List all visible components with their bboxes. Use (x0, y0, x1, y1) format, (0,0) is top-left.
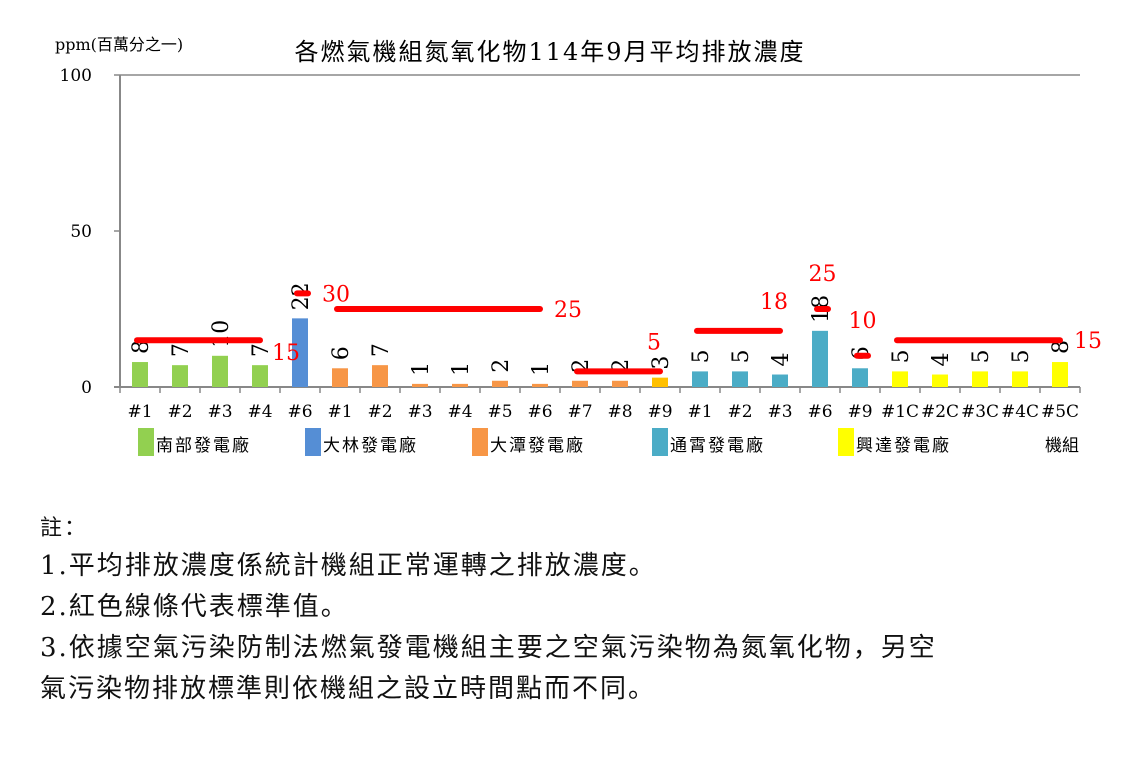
standard-value-label: 10 (849, 309, 877, 334)
x-tick-label: #3 (207, 402, 232, 422)
bar-value-label: 1 (449, 362, 474, 376)
notes-heading: 註： (40, 516, 89, 541)
y-tick-label: 100 (60, 66, 92, 86)
note-line: 2.紅色線條代表標準值。 (40, 592, 349, 622)
x-tick-label: #8 (607, 402, 632, 422)
x-tick-label: #9 (847, 402, 872, 422)
x-tick-label: #2 (167, 402, 192, 422)
bar-value-label: 2 (489, 359, 514, 373)
x-tick-label: #4 (447, 402, 472, 422)
x-tick-label: #4C (1001, 402, 1039, 422)
x-tick-label: #2 (367, 402, 392, 422)
standard-value-label: 5 (647, 330, 661, 355)
standard-value-label: 30 (322, 282, 350, 307)
x-tick-label: #1 (127, 402, 152, 422)
legend-swatch (138, 428, 154, 456)
bar (852, 368, 868, 387)
bar (212, 355, 228, 387)
legend-swatch (652, 428, 668, 456)
bar-value-label: 10 (209, 320, 234, 348)
bar-value-label: 7 (249, 343, 274, 357)
x-tick-label: #5 (487, 402, 512, 422)
x-tick-label: #2C (921, 402, 959, 422)
bar-value-label: 5 (889, 349, 914, 363)
x-tick-label: #3C (961, 402, 999, 422)
standard-value-label: 15 (272, 341, 300, 366)
bar (452, 383, 468, 387)
bar (372, 365, 388, 387)
x-tick-label: #1C (881, 402, 919, 422)
x-tick-label: #6 (807, 402, 832, 422)
y-tick-label: 50 (70, 222, 92, 242)
x-tick-label: #2 (727, 402, 752, 422)
bar (292, 318, 308, 387)
x-tick-label: #1 (327, 402, 352, 422)
bar (492, 380, 508, 387)
legend-swatch (838, 428, 854, 456)
bar (692, 371, 708, 387)
bar-value-label: 6 (329, 346, 354, 360)
standard-value-label: 18 (760, 290, 788, 315)
bar (1012, 371, 1028, 387)
bar (412, 383, 428, 387)
standard-value-label: 25 (809, 262, 837, 287)
bar-value-label: 5 (689, 349, 714, 363)
bar (892, 371, 908, 387)
nox-bar-chart: 各燃氣機組氮氧化物114年9月平均排放濃度 ppm(百萬分之一) 機組 0 50 1… (55, 35, 1102, 456)
x-tick-label: #4 (247, 402, 272, 422)
bar-value-label: 8 (129, 340, 154, 354)
bar (772, 374, 788, 387)
y-tick-label: 0 (81, 378, 92, 398)
y-axis-label: ppm(百萬分之一) (55, 35, 183, 54)
x-tick-label: #6 (527, 402, 552, 422)
bar (732, 371, 748, 387)
x-tick-label: #1 (687, 402, 712, 422)
bar-value-label: 5 (1009, 349, 1034, 363)
bar (332, 368, 348, 387)
bar-value-label: 4 (769, 353, 794, 367)
legend-label: 大潭發電廠 (490, 435, 585, 456)
legend-label: 南部發電廠 (156, 435, 251, 456)
bar (532, 383, 548, 387)
bar-value-label: 1 (409, 362, 434, 376)
bar (132, 362, 148, 387)
note-line: 氣污染物排放標準則依機組之設立時間點而不同。 (40, 674, 657, 704)
x-axis-label: 機組 (1045, 436, 1079, 456)
legend-label: 興達發電廠 (856, 435, 951, 456)
bar-value-label: 5 (729, 349, 754, 363)
x-tick-label: #6 (287, 402, 312, 422)
notes: 註： 1.平均排放濃度係統計機組正常運轉之排放濃度。 2.紅色線條代表標準值。 … (40, 512, 937, 710)
bar (172, 365, 188, 387)
bar (612, 380, 628, 387)
bar (972, 371, 988, 387)
legend-swatch (305, 428, 321, 456)
bar-value-label: 8 (1049, 340, 1074, 354)
bar (812, 330, 828, 387)
note-line: 1.平均排放濃度係統計機組正常運轉之排放濃度。 (40, 551, 657, 581)
bar-value-label: 7 (169, 343, 194, 357)
legend-label: 大林發電廠 (323, 435, 418, 456)
bar (1052, 362, 1068, 387)
bar-value-label: 4 (929, 353, 954, 367)
x-tick-label: #5C (1041, 402, 1079, 422)
legend-label: 通霄發電廠 (670, 435, 765, 456)
legend-swatch (472, 428, 488, 456)
standard-value-label: 25 (554, 298, 582, 323)
standard-value-label: 15 (1074, 329, 1102, 354)
bar (932, 374, 948, 387)
bar (652, 377, 668, 387)
note-line: 3.依據空氣污染防制法燃氣發電機組主要之空氣污染物為氮氧化物，另空 (40, 633, 937, 663)
x-tick-label: #3 (407, 402, 432, 422)
bar-value-label: 3 (649, 356, 674, 370)
x-tick-label: #7 (567, 402, 592, 422)
x-tick-label: #3 (767, 402, 792, 422)
bar (572, 380, 588, 387)
bar-value-label: 5 (969, 349, 994, 363)
bar-value-label: 1 (529, 362, 554, 376)
bar (252, 365, 268, 387)
x-tick-label: #9 (647, 402, 672, 422)
chart-title: 各燃氣機組氮氧化物114年9月平均排放濃度 (294, 38, 805, 66)
bar-value-label: 7 (369, 343, 394, 357)
